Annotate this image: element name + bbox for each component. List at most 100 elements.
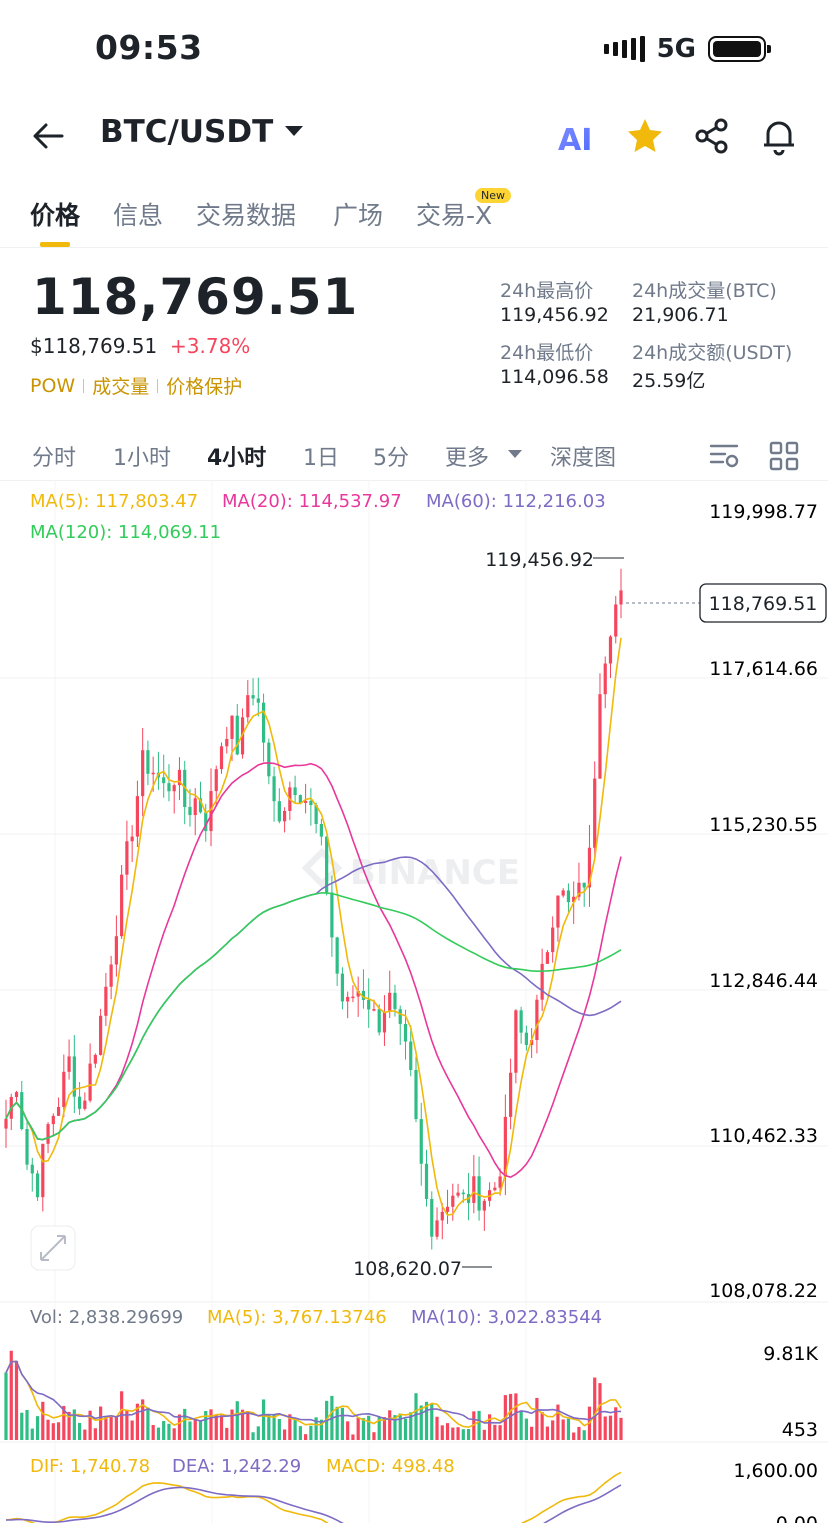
pair-dropdown-icon[interactable] — [285, 126, 303, 136]
candle-body — [51, 1115, 55, 1125]
candle-body — [456, 1192, 460, 1196]
new-badge: New — [475, 188, 511, 203]
volume-bar — [125, 1410, 129, 1440]
candle-body — [251, 695, 255, 699]
candle-body — [67, 1056, 71, 1072]
volume-bar — [419, 1405, 423, 1440]
high-value: 119,456.92 — [500, 304, 609, 326]
candle-body — [219, 746, 224, 770]
candle-body — [340, 973, 345, 1002]
volume-bar — [319, 1419, 323, 1440]
candle-body — [361, 990, 366, 1000]
candle-body — [261, 702, 266, 743]
volume-bar — [20, 1412, 24, 1440]
volume-bar — [77, 1422, 82, 1440]
candle-body — [93, 1054, 97, 1064]
candle-body — [598, 694, 602, 779]
y-tick-3: 112,846.44 — [709, 970, 818, 992]
candle-body — [582, 882, 586, 888]
candle-body — [46, 1124, 50, 1144]
candle-body — [561, 890, 565, 896]
candle-body — [382, 1011, 387, 1033]
tab-square[interactable]: 广场 — [333, 201, 384, 230]
tag-volume[interactable]: 成交量 — [92, 376, 150, 398]
volume-bar — [51, 1423, 55, 1440]
tag-pow[interactable]: POW — [30, 374, 76, 397]
high-marker: 119,456.92 — [485, 549, 624, 571]
interval-1d[interactable]: 1日 — [303, 446, 339, 471]
more-caret-icon[interactable] — [508, 450, 522, 458]
volume-bar — [14, 1360, 19, 1440]
volume-bar — [477, 1410, 481, 1440]
candle-body — [130, 836, 134, 842]
volume-bar — [56, 1422, 61, 1440]
share-icon[interactable] — [692, 116, 732, 156]
low-marker-label: 108,620.07 — [353, 1258, 462, 1280]
candle-body — [319, 824, 323, 837]
interval-5m[interactable]: 5分 — [373, 446, 409, 471]
interval-more[interactable]: 更多 — [445, 446, 490, 471]
volume-bar — [346, 1421, 350, 1440]
volume-bar — [440, 1425, 444, 1440]
candle-body — [424, 1163, 429, 1199]
favorite-star-icon[interactable] — [625, 116, 665, 156]
volume-bar — [235, 1401, 239, 1440]
volume-bar — [198, 1420, 203, 1440]
candle-body — [25, 1129, 29, 1165]
candle-body — [120, 874, 124, 937]
dea-line — [5, 1484, 622, 1523]
interval-4h[interactable]: 4小时 — [207, 446, 267, 471]
candle-body — [498, 1176, 502, 1188]
volume-bar — [193, 1418, 197, 1440]
candle-body — [509, 1072, 513, 1117]
vol-tick-1: 453 — [782, 1419, 818, 1441]
volume-bar — [372, 1432, 376, 1440]
ma120-line — [5, 892, 622, 1141]
volume-bar — [314, 1417, 318, 1440]
tab-price[interactable]: 价格 — [30, 201, 81, 230]
volume-bar — [398, 1413, 402, 1440]
volume-bar — [99, 1406, 103, 1440]
dif-line — [5, 1471, 622, 1523]
ai-assistant-icon[interactable]: AI — [556, 116, 596, 156]
interval-timeline[interactable]: 分时 — [32, 446, 77, 471]
back-arrow-icon[interactable] — [30, 118, 66, 154]
candle-body — [204, 812, 208, 832]
price-chart[interactable]: BINANCE MA(5): 117,803.47 MA(20): 114,53… — [0, 480, 828, 1523]
candle-body — [367, 999, 371, 1010]
high-label: 24h最高价 — [500, 280, 594, 302]
tab-trading-data[interactable]: 交易数据 — [196, 201, 297, 230]
tab-trade-x[interactable]: 交易-X — [416, 201, 493, 230]
fullscreen-button[interactable] — [30, 1225, 76, 1271]
candle-body — [430, 1198, 434, 1237]
volume-usdt-label: 24h成交额(USDT) — [632, 342, 793, 364]
high-marker-label: 119,456.92 — [485, 549, 594, 571]
candle-body — [451, 1195, 455, 1207]
volume-usdt-value: 25.59亿 — [632, 370, 706, 392]
volume-bar — [35, 1416, 40, 1440]
bell-icon[interactable] — [759, 116, 799, 156]
volume-bar — [214, 1414, 218, 1440]
tag-price-protection[interactable]: 价格保护 — [166, 376, 243, 398]
candle-body — [335, 937, 339, 974]
grid-layout-icon[interactable] — [768, 440, 800, 472]
volume-bar — [466, 1428, 471, 1440]
candle-body — [214, 769, 218, 792]
volume-bar — [251, 1432, 255, 1440]
volume-bar — [256, 1426, 260, 1440]
volume-bar — [377, 1416, 381, 1440]
candle-body — [551, 927, 555, 953]
volume-bar — [603, 1416, 607, 1440]
volume-bar — [188, 1421, 192, 1440]
pair-title[interactable]: BTC/USDT — [100, 114, 274, 150]
volume-bar — [361, 1418, 366, 1440]
volume-bar — [535, 1397, 539, 1440]
indicator-settings-icon[interactable] — [708, 440, 740, 472]
volume-bar — [4, 1372, 8, 1440]
interval-1h[interactable]: 1小时 — [113, 446, 171, 471]
ma5-label: MA(5): 117,803.47 — [30, 491, 198, 512]
tab-info[interactable]: 信息 — [113, 201, 164, 230]
top-bar: BTC/USDT AI — [0, 108, 828, 162]
candle-body — [146, 750, 150, 774]
interval-depth[interactable]: 深度图 — [550, 446, 617, 471]
